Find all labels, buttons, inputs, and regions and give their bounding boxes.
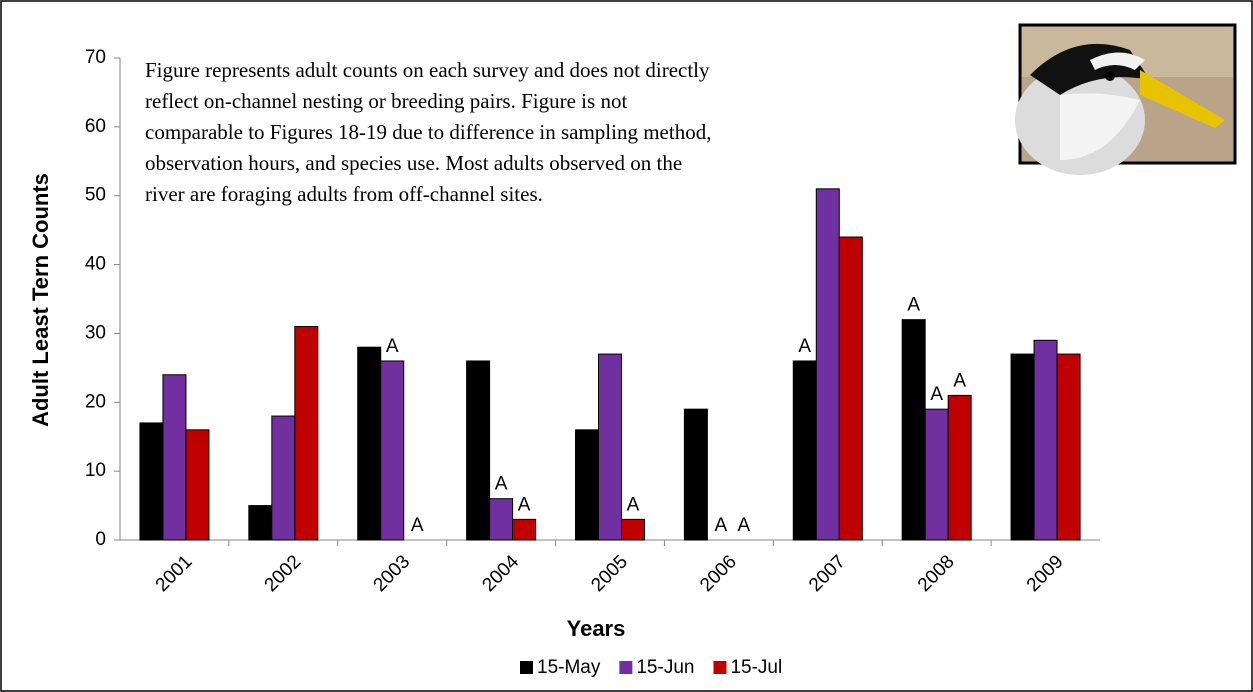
y-tick-label: 20 xyxy=(85,391,106,412)
data-note: A xyxy=(930,384,943,405)
legend-swatch xyxy=(619,661,633,674)
bar xyxy=(466,360,491,541)
data-note: A xyxy=(953,370,966,391)
annotation-line: reflect on-channel nesting or breeding p… xyxy=(145,89,627,113)
bar xyxy=(512,518,537,541)
x-axis-title: Years xyxy=(567,616,626,641)
legend-swatch xyxy=(520,661,533,674)
bar xyxy=(598,353,622,541)
bar xyxy=(1033,339,1058,541)
bar xyxy=(139,422,164,541)
data-note: A xyxy=(715,515,728,536)
bird-photo xyxy=(1015,23,1237,175)
data-note: A xyxy=(518,494,531,515)
bar xyxy=(185,429,210,541)
data-note: A xyxy=(495,474,508,495)
annotation-line: comparable to Figures 18-19 due to diffe… xyxy=(145,120,711,144)
bar xyxy=(489,498,514,541)
bar xyxy=(380,360,405,541)
bar xyxy=(575,429,599,541)
annotation-line: Figure represents adult counts on each s… xyxy=(145,58,710,82)
y-tick-label: 50 xyxy=(85,185,106,206)
bar xyxy=(621,518,645,541)
bar xyxy=(838,236,863,541)
bar xyxy=(947,394,972,541)
y-tick-label: 30 xyxy=(85,322,106,343)
bar xyxy=(815,188,840,541)
data-note: A xyxy=(798,336,811,357)
annotation-line: river are foraging adults from off-chann… xyxy=(145,182,543,206)
bar xyxy=(683,408,708,541)
bar xyxy=(901,319,926,541)
legend-label: 15-Jul xyxy=(730,657,782,678)
bar xyxy=(924,408,949,541)
y-tick-label: 10 xyxy=(85,460,106,481)
y-tick-label: 60 xyxy=(85,116,106,137)
y-tick-label: 70 xyxy=(85,47,106,68)
data-note: A xyxy=(411,515,424,536)
legend-swatch xyxy=(713,661,727,674)
bar xyxy=(1056,353,1081,541)
bar xyxy=(271,415,296,541)
data-note: A xyxy=(738,515,751,536)
y-tick-label: 0 xyxy=(95,529,106,550)
data-note: A xyxy=(386,336,399,357)
data-note: A xyxy=(907,295,920,316)
bar xyxy=(792,360,817,541)
bar xyxy=(248,505,273,541)
bar xyxy=(162,374,187,541)
y-tick-label: 40 xyxy=(85,254,106,275)
legend-label: 15-Jun xyxy=(636,657,694,678)
bar xyxy=(294,326,319,541)
data-note: A xyxy=(627,494,640,515)
bar xyxy=(1010,353,1035,541)
bar xyxy=(357,346,382,541)
legend-label: 15-May xyxy=(537,657,601,678)
y-axis-title: Adult Least Tern Counts xyxy=(28,173,53,427)
annotation-line: observation hours, and species use. Most… xyxy=(145,151,682,175)
